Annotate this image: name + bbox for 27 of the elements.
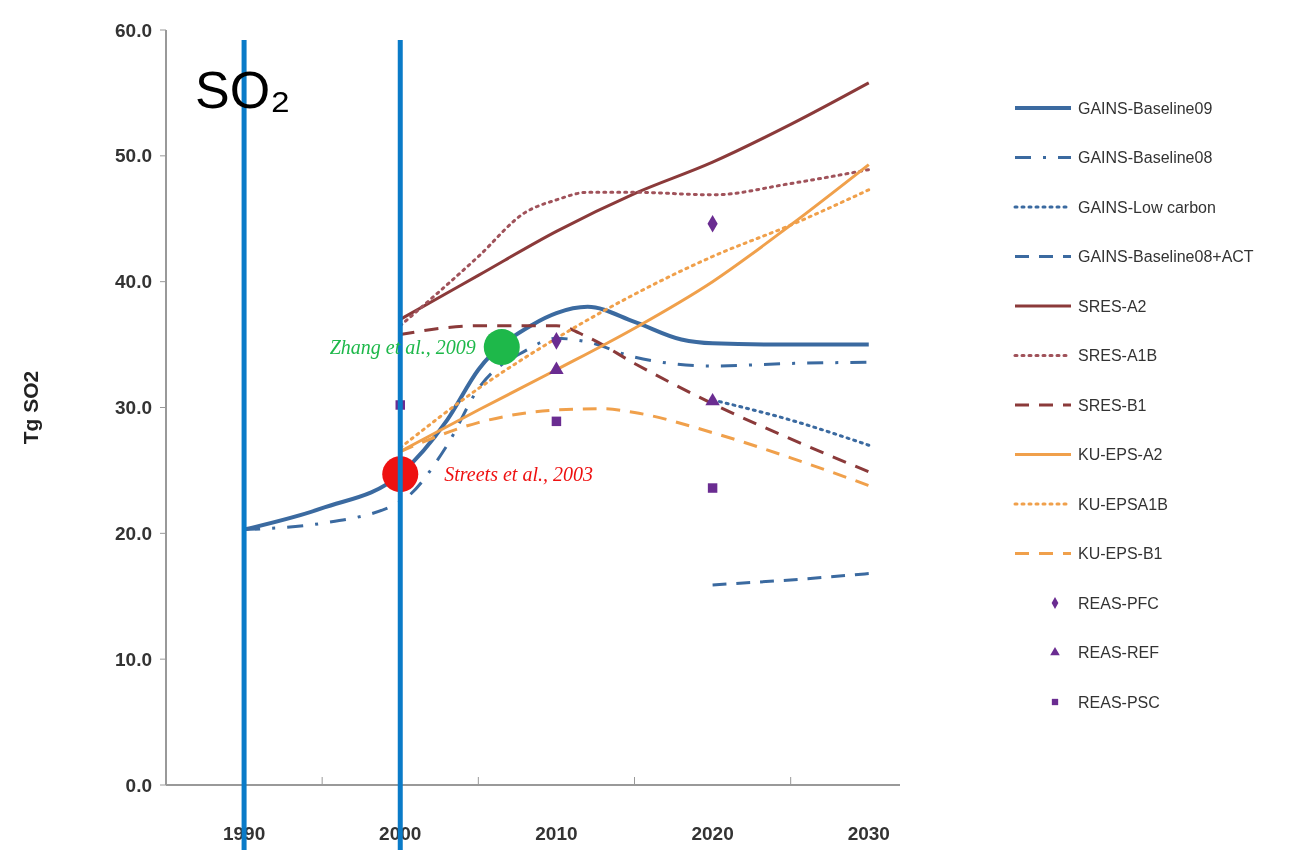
legend-label: SRES-A1B — [1078, 347, 1158, 365]
legend-label: GAINS-Baseline09 — [1078, 99, 1213, 117]
y-tick-label: 50.0 — [115, 145, 152, 167]
point — [551, 416, 562, 427]
y-axis-title: Tg SO2 — [19, 370, 42, 445]
x-tick-label: 2030 — [847, 823, 890, 844]
legend-label: GAINS-Baseline08 — [1078, 149, 1213, 167]
legend-label: KU-EPSA1B — [1078, 495, 1168, 513]
y-tick-label: 10.0 — [115, 648, 152, 670]
legend-label: GAINS-Low carbon — [1078, 198, 1216, 216]
annotation: Streets et al., 2003 — [444, 463, 593, 486]
y-tick-label: 0.0 — [125, 774, 152, 796]
x-tick-label: 2020 — [691, 823, 734, 844]
legend-label: SRES-A2 — [1078, 297, 1147, 315]
legend-label: KU-EPS-A2 — [1078, 446, 1163, 464]
x-tick-label: 2010 — [535, 823, 578, 844]
legend-label: KU-EPS-B1 — [1078, 545, 1163, 563]
y-tick-label: 60.0 — [115, 19, 152, 41]
legend-label: GAINS-Baseline08+ACT — [1078, 248, 1254, 266]
legend-label: REAS-PSC — [1078, 693, 1160, 711]
y-tick-label: 40.0 — [115, 271, 152, 293]
y-tick-label: 20.0 — [115, 522, 152, 544]
point — [707, 483, 718, 493]
y-tick-label: 30.0 — [115, 397, 152, 419]
legend-label: SRES-B1 — [1078, 396, 1147, 414]
legend-label: REAS-REF — [1078, 644, 1160, 662]
legend-label: REAS-PFC — [1078, 594, 1159, 612]
